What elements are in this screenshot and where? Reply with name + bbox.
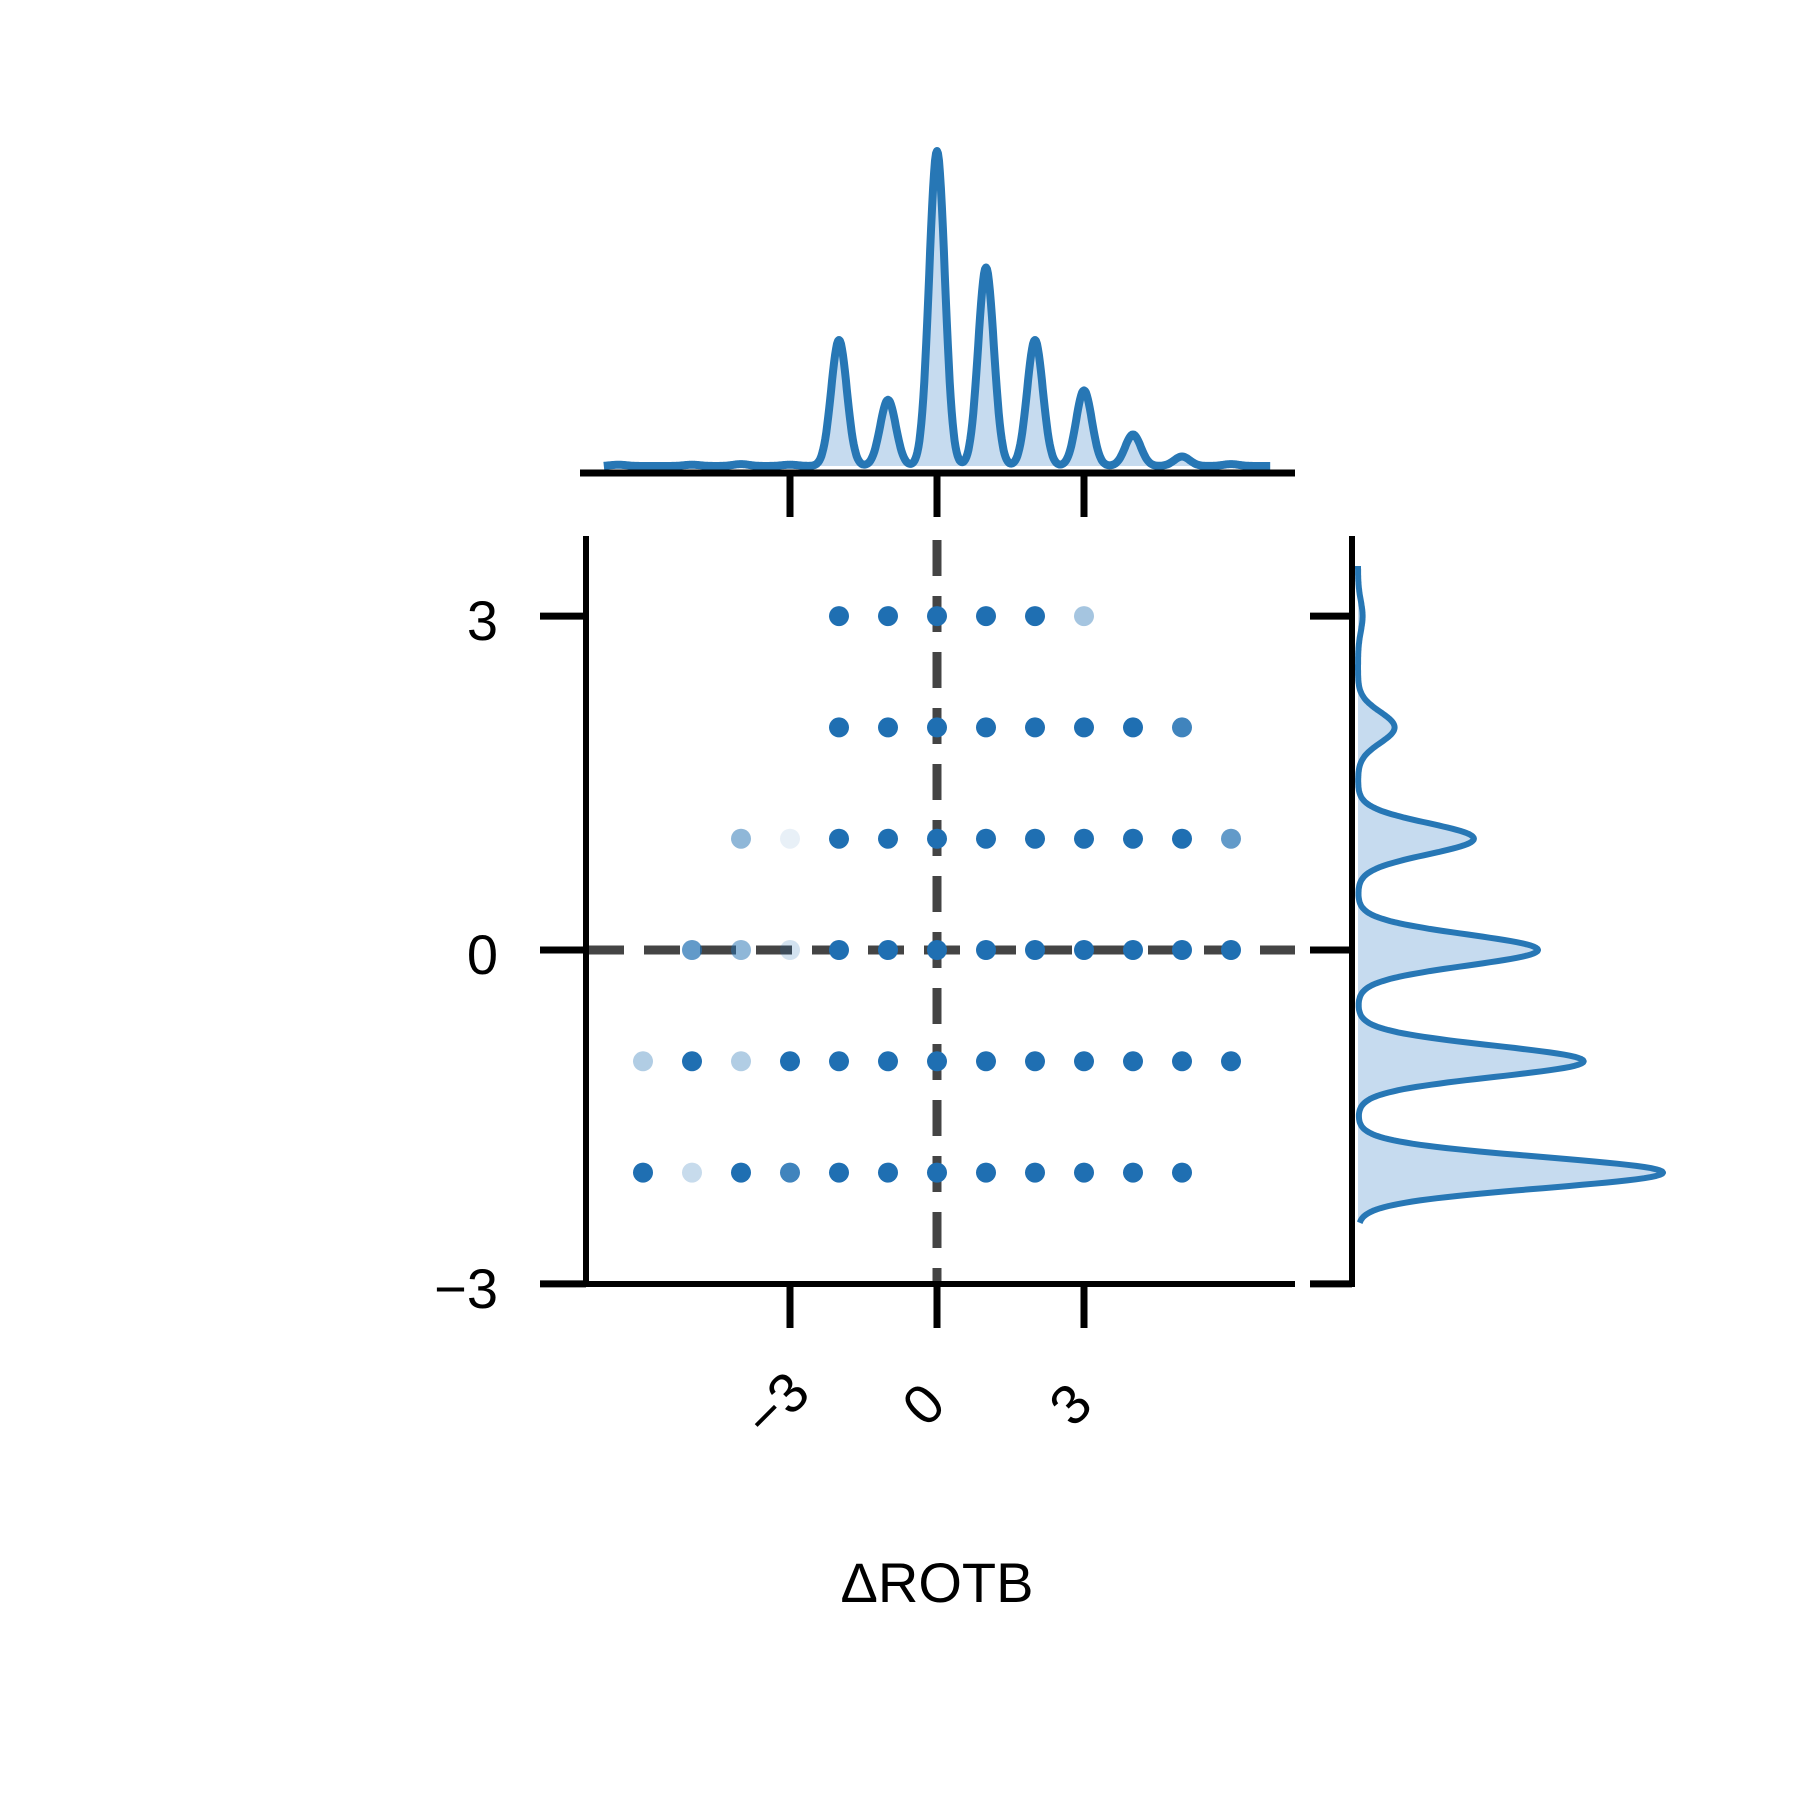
scatter-point-59: [1074, 1162, 1094, 1183]
y-tick-label-middle: 0: [467, 923, 498, 986]
top-marginal-kde-fill: [603, 151, 1271, 466]
scatter-point-12: [1123, 717, 1143, 738]
scatter-points: [633, 606, 1241, 1183]
scatter-point-54: [829, 1162, 849, 1183]
scatter-point-19: [976, 828, 996, 849]
scatter-point-27: [780, 940, 800, 960]
scatter-point-34: [1123, 940, 1143, 960]
scatter-point-11: [1074, 717, 1094, 738]
scatter-point-56: [927, 1162, 947, 1183]
scatter-point-32: [1025, 940, 1045, 960]
scatter-point-55: [878, 1162, 898, 1183]
scatter-point-18: [927, 828, 947, 849]
scatter-point-31: [976, 940, 996, 960]
scatter-point-7: [878, 717, 898, 738]
scatter-point-57: [976, 1162, 996, 1183]
scatter-point-43: [927, 1051, 947, 1072]
scatter-point-42: [878, 1051, 898, 1072]
scatter-point-45: [1025, 1051, 1045, 1072]
y-tick-label-top: 3: [467, 589, 498, 652]
scatter-point-0: [1025, 606, 1045, 627]
top-marginal-kde-curve: [600, 147, 1274, 470]
scatter-point-39: [731, 1051, 751, 1072]
scatter-point-2: [927, 606, 947, 627]
scatter-point-24: [1221, 828, 1241, 849]
scatter-point-47: [1123, 1051, 1143, 1072]
scatter-point-13: [1172, 717, 1192, 738]
scatter-point-22: [1123, 828, 1143, 849]
scatter-point-23: [1172, 828, 1192, 849]
scatter-point-9: [976, 717, 996, 738]
y-tick-label-bottom: −3: [434, 1257, 498, 1320]
scatter-point-61: [1172, 1162, 1192, 1183]
scatter-point-14: [731, 828, 751, 849]
scatter-point-15: [780, 828, 800, 849]
scatter-point-38: [682, 1051, 702, 1072]
scatter-point-17: [878, 828, 898, 849]
x-tick-label-center: 0: [890, 1371, 957, 1438]
scatter-point-20: [1025, 828, 1045, 849]
scatter-point-46: [1074, 1051, 1094, 1072]
scatter-point-6: [829, 717, 849, 738]
scatter-point-52: [731, 1162, 751, 1183]
scatter-point-40: [780, 1051, 800, 1072]
scatter-point-35: [1172, 940, 1192, 960]
scatter-point-51: [682, 1162, 702, 1183]
scatter-point-28: [829, 940, 849, 960]
scatter-point-26: [731, 940, 751, 960]
scatter-point-44: [976, 1051, 996, 1072]
scatter-point-48: [1172, 1051, 1192, 1072]
axis-ticks: [540, 473, 1352, 1328]
scatter-point-16: [829, 828, 849, 849]
scatter-point-41: [829, 1051, 849, 1072]
scatter-point-53: [780, 1162, 800, 1183]
scatter-point-21: [1074, 828, 1094, 849]
scatter-point-50: [633, 1162, 653, 1183]
scatter-point-30: [927, 940, 947, 960]
x-tick-label-left: −3: [731, 1359, 821, 1449]
scatter-point-10: [1025, 717, 1045, 738]
scatter-point-25: [682, 940, 702, 960]
scatter-point-33: [1074, 940, 1094, 960]
scatter-point-49: [1221, 1051, 1241, 1072]
right-marginal-kde-fill: [1358, 566, 1663, 1223]
scatter-point-4: [829, 606, 849, 627]
scatter-point-37: [633, 1051, 653, 1072]
scatter-point-1: [976, 606, 996, 627]
scatter-point-58: [1025, 1162, 1045, 1183]
scatter-point-5: [1074, 606, 1094, 627]
scatter-point-29: [878, 940, 898, 960]
right-marginal-kde-curve: [1355, 564, 1666, 1225]
x-axis-title: ΔROTB: [841, 1551, 1034, 1614]
scatter-point-3: [878, 606, 898, 627]
scatter-point-8: [927, 717, 947, 738]
x-tick-label-right: 3: [1037, 1371, 1104, 1438]
scatter-point-60: [1123, 1162, 1143, 1183]
scatter-point-36: [1221, 940, 1241, 960]
